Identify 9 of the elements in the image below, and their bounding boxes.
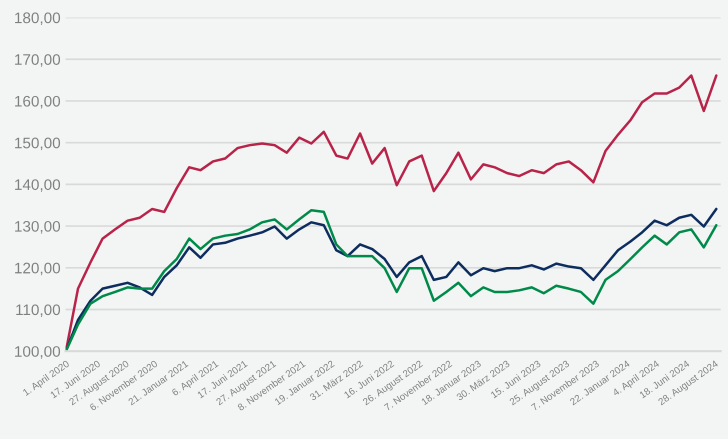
y-tick-label: 150,00 [15, 138, 60, 150]
y-tick-label: 140,00 [15, 179, 60, 192]
y-tick-label: 120,00 [15, 262, 60, 276]
y-tick-label: 130,00 [15, 220, 60, 234]
y-tick-label: 170,00 [15, 54, 60, 67]
y-tick-label: 160,00 [15, 96, 60, 108]
y-tick-label: 180,00 [15, 12, 60, 26]
y-tick-label: 100,00 [15, 346, 60, 359]
y-tick-label: 110,00 [16, 304, 60, 317]
